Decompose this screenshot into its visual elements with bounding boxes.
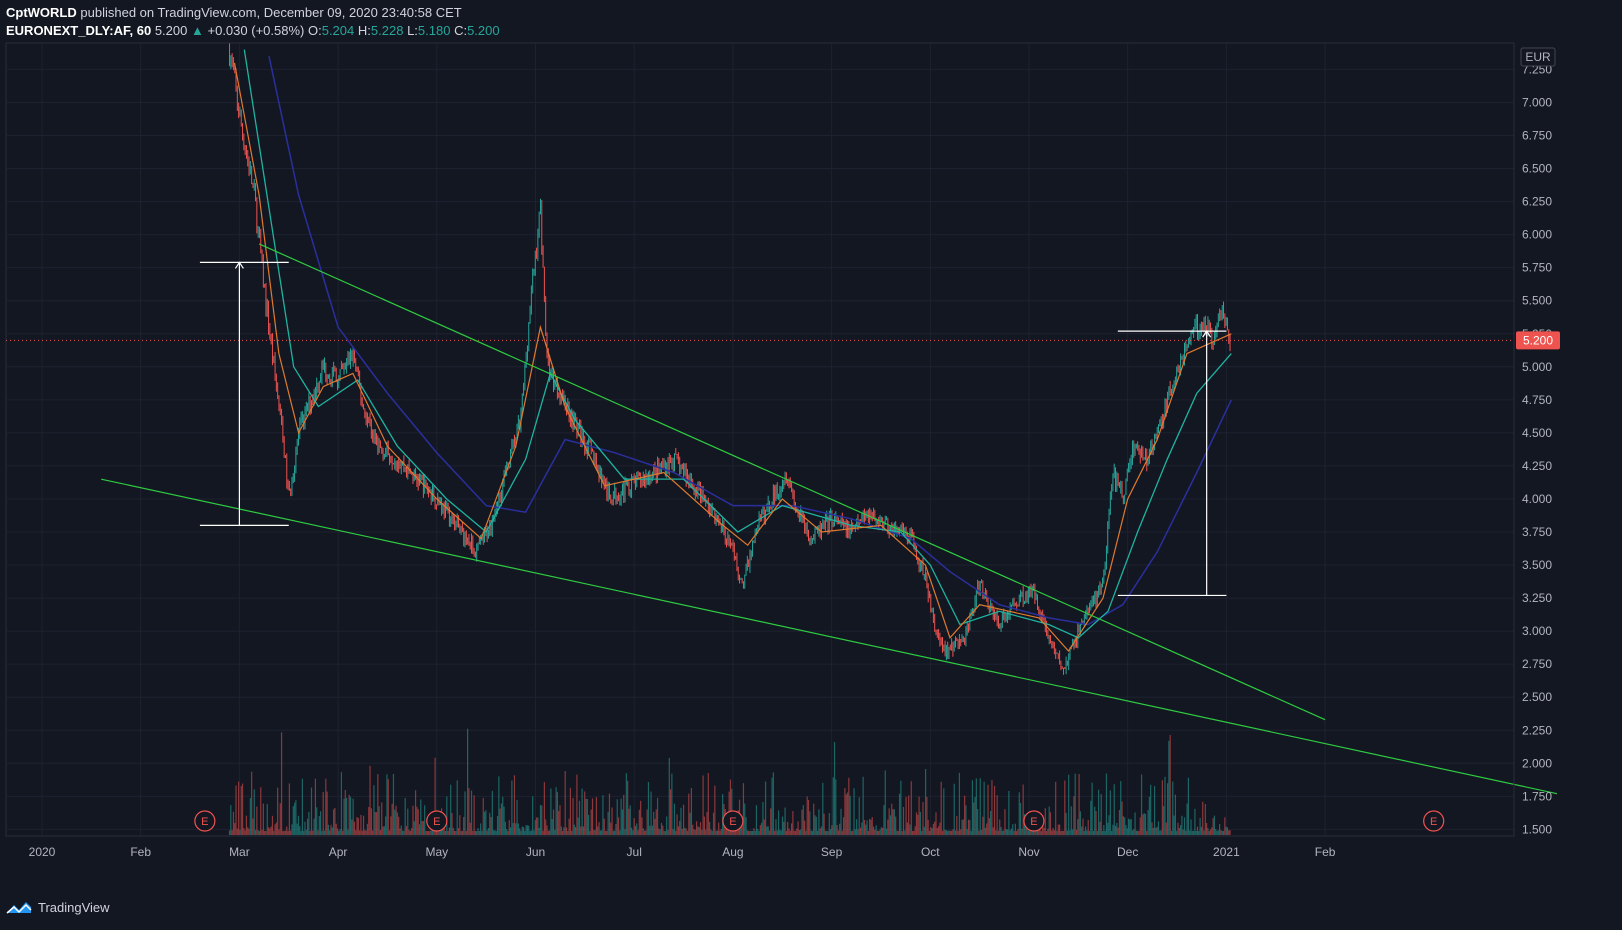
x-tick-label: Oct	[921, 845, 940, 859]
x-tick-label: Jul	[627, 845, 642, 859]
x-tick-label: Apr	[329, 845, 348, 859]
y-tick-label: 3.250	[1522, 591, 1552, 605]
earnings-marker-label: E	[1030, 816, 1037, 828]
publisher-name[interactable]: CptWORLD	[6, 5, 77, 20]
x-tick-label: 2020	[29, 845, 56, 859]
high-label: H:	[357, 23, 371, 38]
y-tick-label: 6.000	[1522, 228, 1552, 242]
low-value: 5.180	[417, 23, 451, 38]
y-tick-label: 4.250	[1522, 459, 1552, 473]
price-series	[6, 43, 1514, 675]
earnings-marker-label: E	[433, 816, 440, 828]
chart-grid	[5, 42, 1515, 837]
y-tick-label: 2.000	[1522, 756, 1552, 770]
y-tick-label: 5.000	[1522, 360, 1552, 374]
x-tick-label: 2021	[1213, 845, 1240, 859]
y-tick-label: 4.000	[1522, 492, 1552, 506]
chart-header: CptWORLD published on TradingView.com, D…	[6, 4, 500, 40]
lower-trendline	[101, 478, 1558, 795]
open-value: 5.204	[321, 23, 355, 38]
price-change: +0.030 (+0.58%)	[207, 23, 305, 38]
earnings-marker	[1023, 810, 1045, 832]
published-text: published on TradingView.com, December 0…	[80, 5, 462, 20]
last-price-tag	[1516, 331, 1560, 350]
y-tick-label: 2.250	[1522, 723, 1552, 737]
earnings-marker-label: E	[1430, 816, 1437, 828]
ema-fast-line	[233, 62, 1232, 652]
x-tick-label: Mar	[229, 845, 250, 859]
ohlc-line: EURONEXT_DLY:AF, 60 5.200 ▲ +0.030 (+0.5…	[6, 22, 500, 40]
upper-trendline	[258, 243, 1326, 721]
symbol-label[interactable]: EURONEXT_DLY:AF, 60	[6, 23, 152, 38]
y-tick-label: 1.750	[1522, 789, 1552, 803]
x-tick-label: Feb	[1315, 845, 1336, 859]
measure-left-arrow	[234, 261, 244, 269]
close-label: C:	[454, 23, 468, 38]
earnings-marker	[426, 810, 448, 832]
y-tick-label: 5.500	[1522, 294, 1552, 308]
y-tick-label: 3.750	[1522, 525, 1552, 539]
open-label: O:	[307, 23, 322, 38]
y-tick-label: 6.750	[1522, 129, 1552, 143]
measure-right-arrow	[1202, 330, 1212, 338]
high-value: 5.228	[370, 23, 404, 38]
tradingview-logo-icon	[6, 902, 32, 914]
chart-frame	[5, 42, 1515, 837]
earnings-marker	[722, 810, 744, 832]
y-tick-label: 2.750	[1522, 657, 1552, 671]
x-tick-label: Sep	[821, 845, 843, 859]
y-tick-label: 3.500	[1522, 558, 1552, 572]
price-axis: 7.2507.0006.7506.5006.2506.0005.7505.500…	[1513, 43, 1560, 836]
earnings-marker-label: E	[729, 816, 736, 828]
y-tick-label: 3.000	[1522, 624, 1552, 638]
trendlines	[101, 243, 1558, 795]
tradingview-brand[interactable]: TradingView	[38, 899, 110, 915]
x-tick-label: May	[425, 845, 448, 859]
volume-bars	[228, 728, 1231, 835]
y-tick-label: 6.500	[1522, 162, 1552, 176]
y-tick-label: 7.000	[1522, 95, 1552, 109]
currency-label: EUR	[1525, 50, 1551, 64]
currency-box	[1520, 47, 1556, 67]
ema-mid-line	[243, 49, 1232, 639]
ema-slow-line	[268, 56, 1232, 626]
y-tick-label: 4.750	[1522, 393, 1552, 407]
moving-averages	[233, 49, 1232, 652]
low-label: L:	[407, 23, 418, 38]
x-tick-label: Feb	[130, 845, 151, 859]
x-tick-label: Dec	[1117, 845, 1138, 859]
y-tick-label: 5.750	[1522, 261, 1552, 275]
x-tick-label: Aug	[722, 845, 743, 859]
close-value: 5.200	[467, 23, 500, 38]
tradingview-footer: TradingView	[6, 899, 110, 915]
earnings-marker	[1423, 810, 1445, 832]
x-tick-label: Nov	[1018, 845, 1039, 859]
y-tick-label: 4.500	[1522, 426, 1552, 440]
last-price-tag-label: 5.200	[1523, 333, 1553, 347]
measure-tools	[199, 261, 1227, 597]
x-tick-label: Jun	[526, 845, 545, 859]
y-tick-label: 6.250	[1522, 195, 1552, 209]
y-tick-label: 1.500	[1522, 822, 1552, 836]
earnings-marker	[194, 810, 216, 832]
earnings-marker-label: E	[201, 816, 208, 828]
time-axis: 2020 Feb Mar Apr May Jun Jul Aug Sep Oct Nov Dec 202…	[6, 835, 1514, 859]
up-arrow-icon: ▲	[191, 23, 204, 38]
y-tick-label: 2.500	[1522, 690, 1552, 704]
last-price: 5.200	[154, 23, 188, 38]
publish-line: CptWORLD published on TradingView.com, D…	[6, 4, 500, 22]
